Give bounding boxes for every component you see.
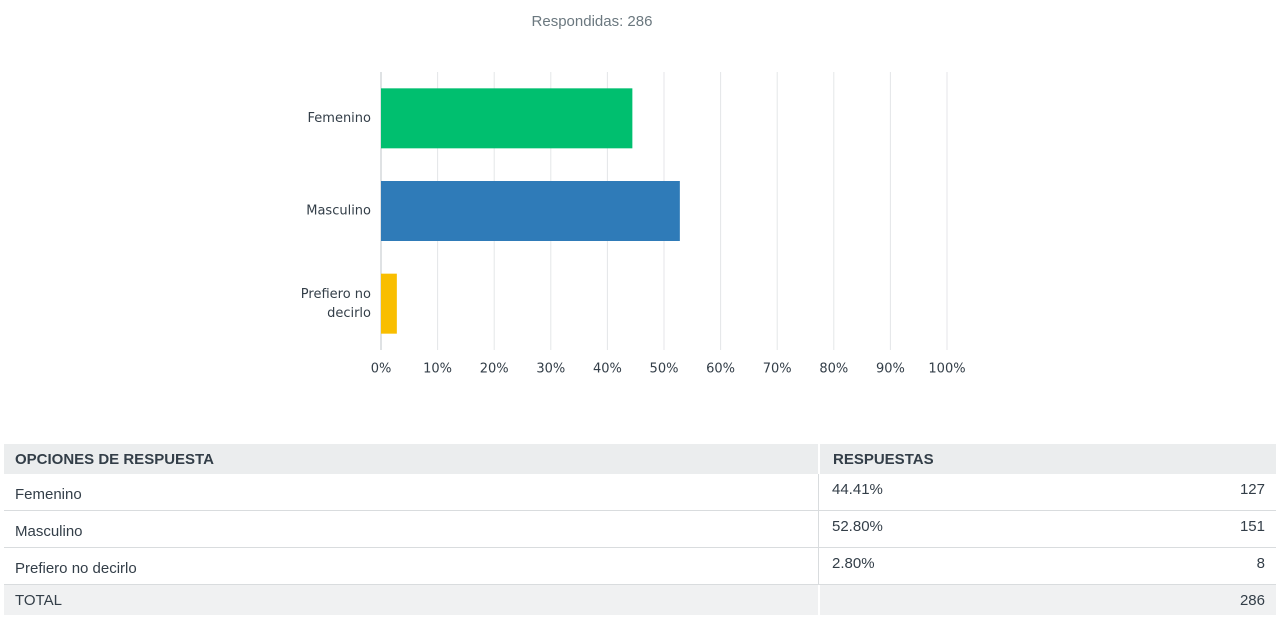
table-row: Femenino 44.41% 127 (4, 474, 1276, 511)
total-count: 286 (1239, 591, 1265, 609)
option-cell: Prefiero no decirlo (15, 560, 137, 577)
label-line: Prefiero no (301, 287, 371, 302)
x-tick-label: 100% (928, 362, 965, 377)
header-cell: OPCIONES DE RESPUESTA (15, 450, 214, 468)
bar (381, 273, 397, 334)
percent-text: 44.41% (832, 481, 883, 498)
x-tick-label: 90% (876, 362, 905, 377)
x-tick-label: 50% (650, 362, 679, 377)
x-tick-label: 30% (536, 362, 565, 377)
y-tick-label: Prefiero no decirlo (301, 287, 371, 321)
x-tick-label: 0% (371, 362, 392, 377)
x-tick-label: 10% (423, 362, 452, 377)
y-tick-label: Masculino (306, 204, 371, 219)
count-text: 127 (1239, 481, 1265, 498)
option-cell: Masculino (15, 523, 83, 540)
chart: Respondidas: 286 0% 10% 20% 30% 40% 50% 60% 70%… (301, 13, 966, 377)
total-cell: 286 (818, 585, 1276, 615)
percent-text: 2.80% (832, 555, 875, 572)
header-cell: RESPUESTAS (818, 444, 1276, 474)
percent-text: 52.80% (832, 518, 883, 535)
chart-subtitle: Respondidas: 286 (532, 13, 653, 30)
response-cell: 52.80% 151 (818, 511, 1276, 547)
option-cell: Femenino (15, 486, 82, 503)
x-tick-label: 20% (480, 362, 509, 377)
x-tick-label: 70% (763, 362, 792, 377)
x-tick-label: 40% (593, 362, 622, 377)
label-line: decirlo (327, 306, 371, 321)
bar (381, 181, 680, 241)
y-tick-label: Femenino (308, 111, 372, 126)
results-table: OPCIONES DE RESPUESTA RESPUESTAS Femenino 4… (4, 444, 1276, 615)
total-label: TOTAL (15, 591, 62, 609)
table-header: OPCIONES DE RESPUESTA RESPUESTAS (4, 444, 1276, 474)
response-cell: 44.41% 127 (818, 474, 1276, 510)
bar (381, 88, 633, 149)
table-total: TOTAL 286 (4, 585, 1276, 615)
count-text: 8 (1256, 555, 1265, 572)
x-tick-label: 80% (819, 362, 848, 377)
response-cell: 2.80% 8 (818, 548, 1276, 584)
table-row: Masculino 52.80% 151 (4, 511, 1276, 548)
table-row: Prefiero no decirlo 2.80% 8 (4, 548, 1276, 585)
count-text: 151 (1239, 518, 1265, 535)
x-tick-label: 60% (706, 362, 735, 377)
